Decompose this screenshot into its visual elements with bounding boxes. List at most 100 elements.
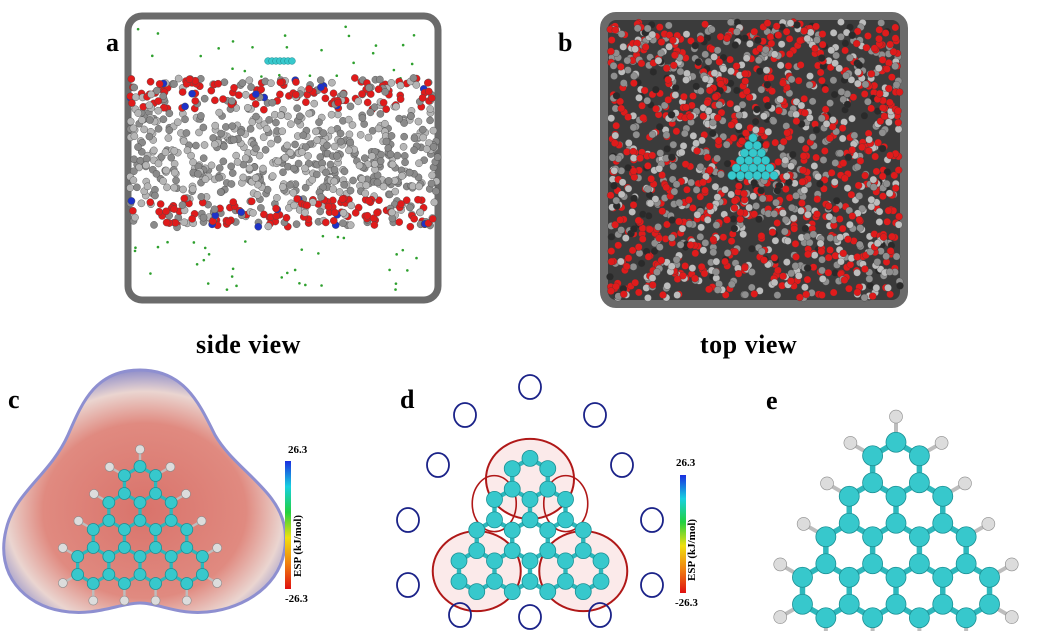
colorbar-c — [285, 461, 291, 589]
contour-lines — [396, 374, 664, 630]
atom — [617, 226, 625, 234]
ion-dot — [136, 27, 140, 31]
atom — [891, 34, 900, 43]
carbon-atom — [503, 521, 521, 539]
atom — [838, 224, 847, 233]
carbon-atom — [955, 607, 977, 629]
top-view-simulation-box — [600, 12, 908, 308]
ion-dot — [243, 69, 247, 73]
atom — [733, 28, 741, 36]
atom — [426, 116, 434, 125]
atom — [786, 19, 795, 27]
negative-contour — [518, 604, 542, 630]
atom — [346, 102, 355, 111]
atom — [717, 108, 726, 117]
atom — [693, 210, 702, 219]
molecule-e — [773, 409, 1019, 631]
atom — [219, 95, 227, 103]
atom — [154, 97, 163, 105]
atom — [129, 124, 138, 133]
atom — [726, 99, 734, 108]
atom — [678, 224, 687, 233]
atom — [873, 258, 882, 266]
atom — [801, 224, 810, 233]
atom — [365, 83, 373, 92]
atom — [648, 151, 657, 160]
atom — [278, 127, 287, 136]
atom — [764, 101, 772, 110]
carbon-atom — [521, 511, 539, 529]
atom — [173, 118, 182, 127]
atom — [323, 141, 331, 150]
atom — [826, 246, 834, 254]
atom — [727, 190, 735, 199]
atom — [801, 109, 809, 117]
atom — [622, 234, 630, 242]
atom — [689, 92, 697, 100]
atom — [608, 153, 617, 162]
atom — [373, 178, 382, 187]
atom — [891, 184, 900, 192]
atom — [701, 239, 710, 247]
atom — [701, 186, 709, 195]
atom — [752, 141, 762, 150]
atom — [156, 200, 165, 208]
esp-surface-panel: c 26.3 ESP (kJ/mol) -26.3 — [0, 365, 308, 631]
atom — [614, 241, 622, 250]
atom — [304, 152, 312, 160]
atom — [792, 117, 801, 125]
atom — [889, 48, 898, 56]
atom — [671, 91, 680, 99]
atom — [344, 115, 353, 124]
atom — [891, 23, 900, 32]
atom — [239, 173, 247, 182]
colorbar-c-axis-label: ESP (kJ/mol) — [292, 514, 304, 577]
atom — [670, 61, 678, 70]
atom — [170, 183, 178, 192]
atom — [233, 158, 242, 166]
atom — [880, 112, 889, 120]
atom — [681, 129, 689, 138]
atom — [876, 117, 885, 125]
ion-dot — [344, 25, 347, 29]
atom — [228, 169, 237, 177]
atom — [826, 234, 835, 242]
atom — [415, 159, 423, 168]
atom — [765, 194, 774, 202]
atom — [305, 109, 313, 118]
atom — [871, 152, 879, 161]
atom — [165, 109, 174, 118]
atom — [662, 131, 671, 139]
atom — [167, 153, 176, 162]
hydrogen-atom — [88, 595, 99, 606]
atom — [755, 215, 763, 224]
atom — [338, 195, 347, 203]
atom — [892, 252, 901, 261]
top-view-caption: top view — [700, 330, 798, 359]
atom — [672, 84, 680, 92]
atom — [742, 54, 751, 62]
atom — [137, 199, 146, 208]
atom — [428, 171, 436, 180]
atom — [654, 223, 662, 231]
atom — [862, 43, 871, 52]
atom — [427, 179, 436, 188]
atom — [846, 260, 855, 269]
hydrogen-atom — [150, 595, 161, 606]
colorbar-c-min: -26.3 — [285, 593, 308, 605]
atom — [680, 92, 688, 101]
atom — [861, 265, 869, 273]
atom — [839, 249, 848, 258]
carbon-atom — [468, 583, 486, 601]
atom — [142, 155, 151, 163]
atom — [727, 121, 736, 129]
carbon-atom — [149, 541, 162, 554]
atom — [818, 40, 827, 49]
atom — [672, 127, 681, 136]
atom — [742, 129, 750, 137]
atom — [692, 82, 700, 91]
panel-label-b: b — [558, 28, 573, 57]
atom — [182, 129, 191, 137]
ion-dot — [394, 282, 398, 285]
atom — [670, 187, 679, 196]
